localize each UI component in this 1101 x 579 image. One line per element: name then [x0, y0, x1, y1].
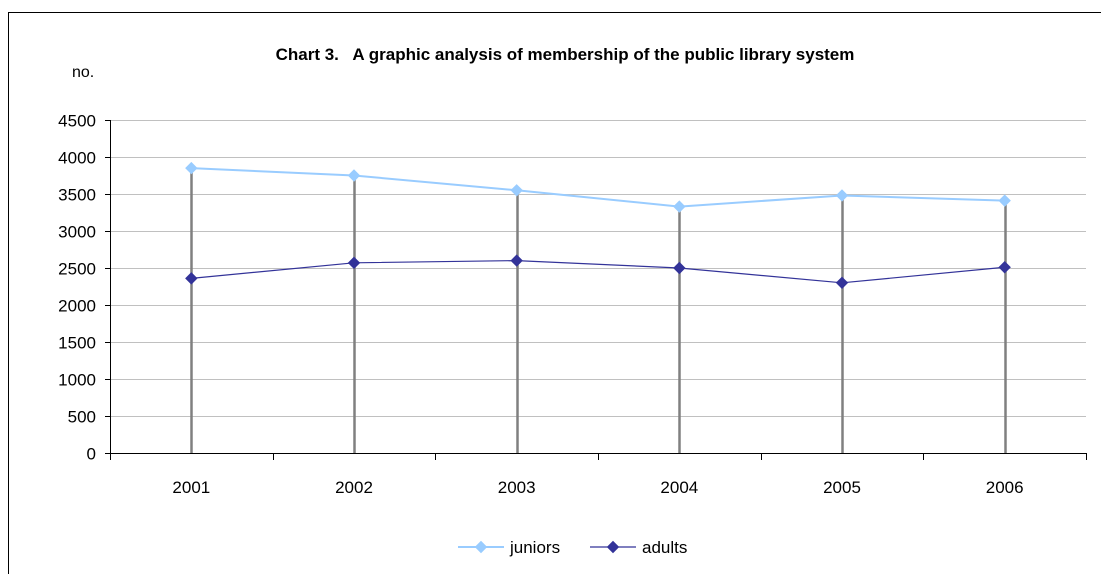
- data-point-adults: [347, 256, 361, 270]
- drop-lines: [190, 168, 1007, 453]
- series-line-adults: [191, 259, 1005, 284]
- data-point-adults: [185, 272, 198, 285]
- y-tick-label: 2000: [58, 297, 96, 316]
- data-point-adults: [510, 254, 523, 267]
- y-tick-label: 3000: [58, 223, 96, 242]
- x-tick-label: 2004: [660, 478, 698, 497]
- data-point-juniors: [673, 200, 686, 213]
- axes: 0 500 1000 1500 2000 2500 3000 3500 4000 4500 2001…: [58, 112, 1087, 497]
- gridlines: [110, 120, 1086, 417]
- data-point-adults: [998, 261, 1011, 274]
- y-tick-label: 2500: [58, 260, 96, 279]
- data-point-juniors: [347, 169, 361, 182]
- chart-title: Chart 3. A graphic analysis of membershi…: [276, 45, 855, 64]
- x-tick-label: 2001: [172, 478, 210, 497]
- y-tick-label: 1500: [58, 334, 96, 353]
- data-point-juniors: [998, 194, 1011, 207]
- y-tick-label: 0: [87, 445, 96, 464]
- legend-label-adults: adults: [642, 538, 687, 557]
- data-point-juniors: [835, 189, 849, 202]
- y-tick-label: 3500: [58, 186, 96, 205]
- y-tick-label: 4000: [58, 149, 96, 168]
- legend-label-juniors: juniors: [509, 538, 560, 557]
- x-tick-label: 2003: [498, 478, 536, 497]
- data-point-adults: [673, 261, 686, 275]
- data-point-juniors: [185, 161, 198, 175]
- data-point-adults: [835, 276, 849, 290]
- x-tick-label: 2005: [823, 478, 861, 497]
- x-tick-label: 2002: [335, 478, 373, 497]
- series-lines: [185, 161, 1011, 290]
- data-point-juniors: [510, 184, 523, 197]
- y-tick-label: 500: [68, 408, 96, 427]
- y-axis-label: no.: [72, 64, 94, 81]
- legend: juniors adults: [458, 538, 687, 557]
- legend-marker-juniors: [474, 540, 488, 554]
- y-tick-label: 1000: [58, 371, 96, 390]
- x-tick-label: 2006: [986, 478, 1024, 497]
- legend-marker-adults: [606, 540, 620, 554]
- series-line-juniors: [191, 167, 1005, 208]
- y-tick-label: 4500: [58, 112, 96, 131]
